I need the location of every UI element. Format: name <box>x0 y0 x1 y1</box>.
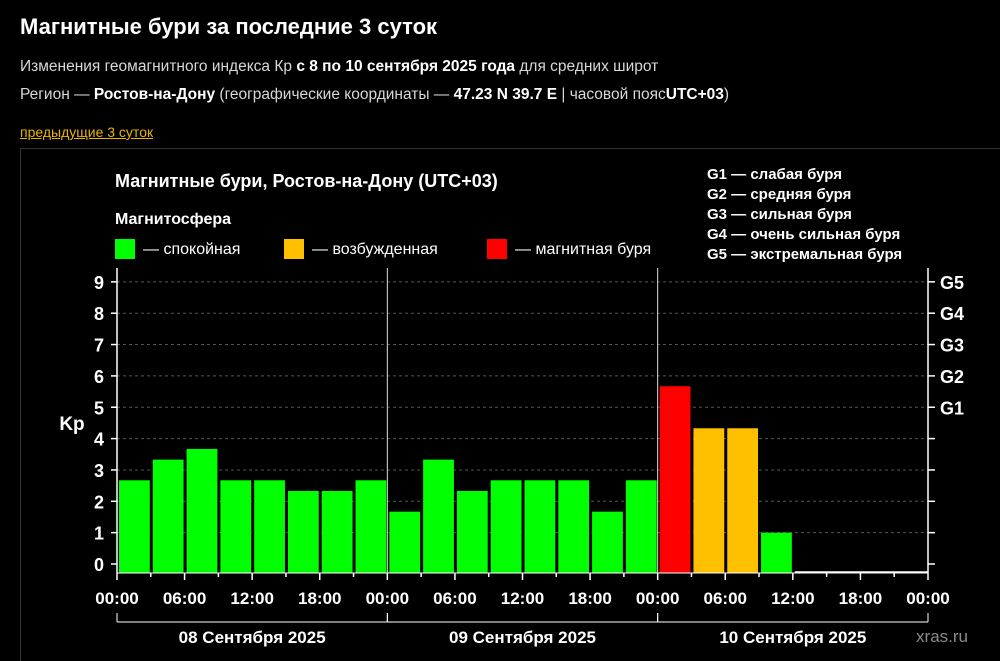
page-title: Магнитные бури за последние 3 суток <box>20 14 438 39</box>
g-scale-item: G2 — средняя буря <box>707 186 851 203</box>
x-tick-label: 00:00 <box>906 589 949 608</box>
y-tick-label: 4 <box>94 430 104 450</box>
y-tick-label: 8 <box>94 304 104 324</box>
legend: — спокойная — возбужденная — магнитная б… <box>115 239 651 259</box>
x-tick-label: 06:00 <box>433 589 476 608</box>
previous-3-days-link[interactable]: предыдущие 3 суток <box>20 124 154 140</box>
kp-bar <box>254 480 285 573</box>
kp-bar <box>186 448 218 573</box>
kp-bar <box>524 480 556 573</box>
subtitle: Изменения геомагнитного индекса Кр с 8 п… <box>20 58 658 76</box>
y-tick-label: 9 <box>94 273 104 293</box>
kp-bar <box>287 490 319 573</box>
g-tick-label: G4 <box>940 304 964 324</box>
legend-swatch-active <box>284 239 304 259</box>
g-scale-item: G5 — экстремальная буря <box>707 246 902 263</box>
y-tick-label: 0 <box>94 555 104 575</box>
kp-bar <box>389 511 421 573</box>
kp-bar <box>761 532 792 573</box>
g-tick-label: G5 <box>940 273 964 293</box>
subtitle-dates: с 8 по 10 сентября 2025 года <box>296 58 516 75</box>
kp-bar <box>152 459 184 573</box>
g-tick-label: G3 <box>940 336 964 356</box>
legend-label-quiet: — спокойная <box>143 241 240 258</box>
legend-swatch-quiet <box>115 239 135 259</box>
day-label: 09 Сентября 2025 <box>449 628 596 647</box>
day-label: 10 Сентября 2025 <box>719 628 866 647</box>
day-label: 08 Сентября 2025 <box>179 628 326 647</box>
region-name: Ростов-на-Дону <box>93 86 216 103</box>
x-tick-label: 18:00 <box>568 589 611 608</box>
y-tick-label: 6 <box>94 367 104 387</box>
x-tick-label: 00:00 <box>366 589 409 608</box>
subtitle-prefix: Изменения геомагнитного индекса Кр <box>20 58 293 75</box>
kp-bar <box>490 480 522 573</box>
x-tick-label: 18:00 <box>298 589 341 608</box>
y-tick-label: 2 <box>94 492 104 512</box>
legend-title: Магнитосфера <box>115 211 231 228</box>
watermark: xras.ru <box>916 627 968 646</box>
kp-bar <box>321 490 353 573</box>
x-tick-label: 00:00 <box>636 589 679 608</box>
y-tick-label: 1 <box>94 524 104 544</box>
bars <box>119 386 928 573</box>
x-tick-label: 06:00 <box>163 589 206 608</box>
chart-title: Магнитные бури, Ростов-на-Дону (UTC+03) <box>115 171 498 191</box>
kp-bar <box>423 459 454 573</box>
y-tick-label: 7 <box>94 336 104 356</box>
legend-label-active: — возбужденная <box>312 241 438 258</box>
kp-bar <box>220 480 252 573</box>
g-tick-label: G2 <box>940 367 964 387</box>
region-line: Регион — Ростов-на-Дону (географические … <box>20 86 729 104</box>
y-tick-label: 5 <box>94 398 104 418</box>
region-coords: 47.23 N 39.7 E <box>453 86 558 103</box>
legend-swatch-storm <box>487 239 507 259</box>
region-coords-prefix: (географические координаты — <box>219 86 450 103</box>
kp-bar <box>727 428 759 573</box>
region-tz-prefix: | часовой пояс <box>561 86 666 103</box>
kp-bar <box>119 480 150 573</box>
g-scale-legend: G1 — слабая буря G2 — средняя буря G3 — … <box>707 166 902 263</box>
kp-bar <box>456 490 488 573</box>
legend-label-storm: — магнитная буря <box>515 241 651 258</box>
x-tick-label: 12:00 <box>771 589 814 608</box>
chart-frame <box>20 148 1000 661</box>
x-tick-label: 00:00 <box>95 589 138 608</box>
y-tick-label: 3 <box>94 461 104 481</box>
region-tz: UTC+03 <box>665 86 724 103</box>
kp-bar <box>558 480 590 573</box>
kp-bar <box>693 428 725 573</box>
region-prefix: Регион — <box>20 86 90 103</box>
g-tick-label: G1 <box>940 398 964 418</box>
g-scale-item: G1 — слабая буря <box>707 166 842 183</box>
g-scale-item: G3 — сильная буря <box>707 206 852 223</box>
subtitle-suffix: для средних широт <box>519 58 659 75</box>
x-tick-label: 06:00 <box>704 589 747 608</box>
kp-bar <box>592 511 623 573</box>
region-close: ) <box>723 86 730 103</box>
x-tick-label: 12:00 <box>501 589 544 608</box>
kp-bar <box>625 480 657 573</box>
x-tick-label: 18:00 <box>839 589 882 608</box>
x-tick-label: 12:00 <box>230 589 273 608</box>
y-axis-label: Kp <box>59 414 84 435</box>
kp-bar <box>659 386 691 573</box>
axes: 0 1 2 3 4 5 6 7 8 9 G1 G2 G3 G4 G5 00:00 06:00 12:00 18:00… <box>94 268 964 647</box>
g-scale-item: G4 — очень сильная буря <box>707 226 900 243</box>
kp-bar <box>355 480 387 573</box>
